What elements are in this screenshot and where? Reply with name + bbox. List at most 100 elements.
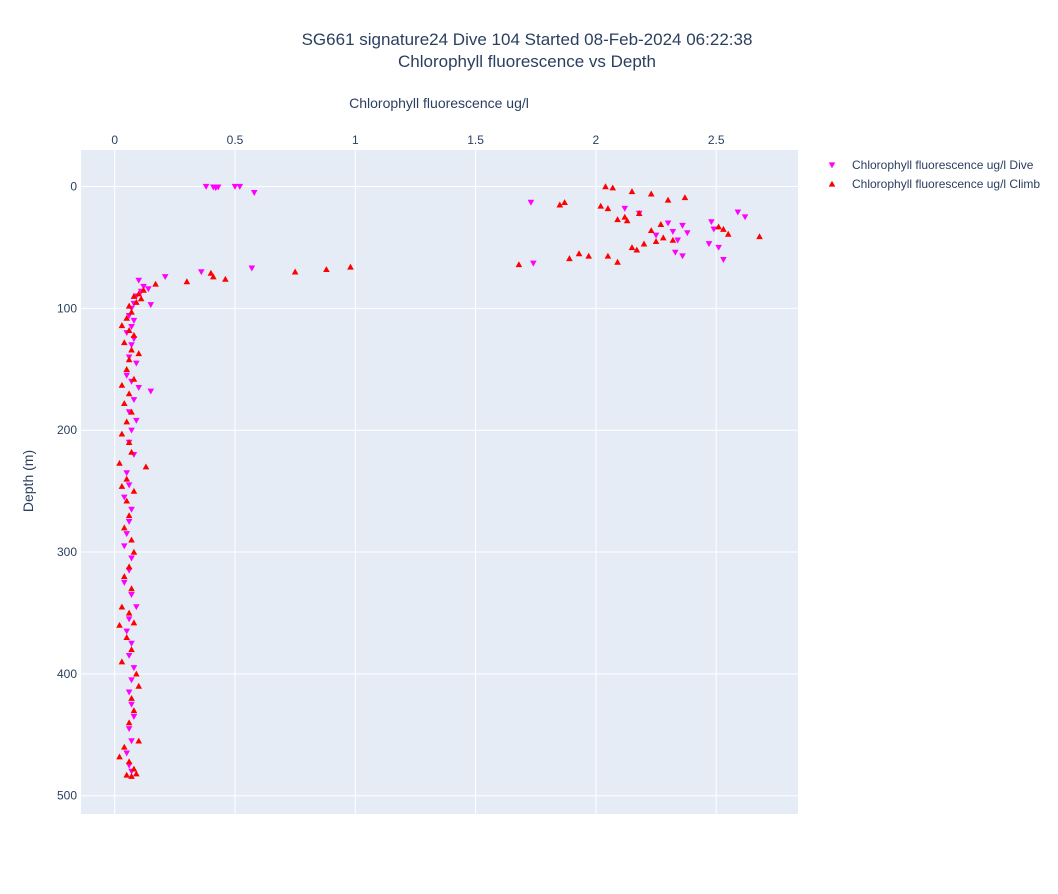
y-tick-label: 0 [70, 180, 77, 194]
climb-point [640, 240, 648, 247]
climb-point [142, 463, 150, 470]
climb-point [575, 250, 583, 257]
climb-point [128, 308, 135, 315]
climb-point [121, 743, 128, 750]
climb-point [614, 258, 621, 265]
climb-point [135, 290, 143, 297]
climb-point [614, 216, 621, 223]
climb-point [635, 210, 643, 216]
series-1 [116, 183, 763, 779]
y-tick-label: 400 [57, 667, 77, 681]
dive-point [121, 579, 128, 586]
dive-point [128, 701, 135, 708]
dive-point [674, 237, 681, 244]
legend-item-1[interactable]: Chlorophyll fluorescence ug/l Climb [828, 177, 1041, 191]
climb-point [135, 682, 143, 689]
dive-point [161, 274, 169, 281]
dive-point [130, 665, 138, 672]
climb-point [121, 400, 128, 407]
dive-point [147, 388, 155, 395]
climb-point [125, 390, 133, 397]
legend[interactable]: Chlorophyll fluorescence ug/l Dive Chloro… [828, 158, 1041, 191]
dive-point [128, 427, 135, 434]
climb-point [118, 430, 126, 437]
climb-point [130, 548, 138, 555]
legend-item-0[interactable]: Chlorophyll fluorescence ug/l Dive [828, 158, 1034, 172]
climb-point [116, 753, 123, 760]
dive-point [710, 226, 718, 233]
climb-point [123, 475, 131, 482]
climb-point [121, 339, 128, 346]
dive-point [128, 324, 135, 330]
climb-point [123, 771, 131, 778]
plot-area [81, 150, 798, 814]
climb-point [130, 765, 138, 772]
climb-point [125, 609, 133, 616]
dive-point [133, 604, 140, 611]
dive-point [125, 726, 133, 733]
climb-point [628, 244, 636, 251]
climb-point [125, 758, 133, 765]
climb-point [130, 292, 138, 299]
climb-point [222, 275, 229, 282]
climb-point [657, 221, 665, 227]
climb-point [585, 252, 592, 259]
climb-point [118, 658, 126, 665]
dive-point [133, 417, 140, 424]
climb-point [664, 196, 672, 203]
dive-point [128, 738, 135, 745]
dive-point [128, 555, 135, 562]
dive-point [671, 249, 679, 256]
x-tick-label: 0.5 [227, 133, 244, 147]
climb-point [133, 770, 140, 777]
climb-point [140, 286, 147, 293]
climb-point [681, 194, 689, 201]
dive-point [121, 543, 128, 550]
climb-point [715, 223, 722, 230]
chart-title-line1: SG661 signature24 Dive 104 Started 08-Fe… [302, 30, 753, 49]
dive-point [135, 277, 143, 284]
dive-point [133, 360, 140, 367]
x-tick-label: 2.5 [708, 133, 725, 147]
climb-point [604, 252, 612, 259]
climb-point [207, 269, 215, 276]
legend-label: Chlorophyll fluorescence ug/l Climb [852, 177, 1040, 191]
climb-point [647, 227, 655, 234]
climb-point [621, 213, 629, 220]
x-tick-label: 1 [352, 133, 359, 147]
climb-point [137, 295, 145, 302]
dive-point [530, 260, 537, 267]
climb-point [123, 418, 131, 425]
chart-title-line2: Chlorophyll fluorescence vs Depth [398, 52, 656, 71]
dive-point [125, 518, 133, 525]
dive-point [140, 283, 147, 290]
climb-point [128, 346, 135, 353]
climb-point [118, 381, 126, 388]
climb-point [125, 563, 133, 570]
climb-point [130, 487, 138, 494]
dive-point [708, 219, 715, 226]
climb-point [515, 261, 523, 268]
climb-point [609, 184, 617, 191]
climb-point [556, 201, 564, 208]
dive-point [123, 628, 131, 635]
dive-point [202, 183, 210, 190]
dive-point [236, 183, 244, 190]
triangle-down-icon [828, 162, 836, 169]
dive-point [128, 506, 135, 513]
climb-point [118, 603, 126, 610]
dive-point [679, 222, 686, 229]
x-axis-title: Chlorophyll fluorescence ug/l [349, 95, 529, 111]
climb-point [183, 278, 191, 285]
dive-point [214, 184, 222, 191]
climb-point [347, 263, 354, 270]
dive-point [125, 482, 133, 489]
climb-point [669, 236, 677, 243]
climb-point [133, 298, 140, 305]
climb-point [121, 524, 128, 531]
climb-point [561, 199, 568, 206]
dive-point [128, 677, 135, 684]
dive-point [130, 317, 138, 324]
climb-point [125, 356, 133, 363]
climb-point [128, 646, 135, 653]
